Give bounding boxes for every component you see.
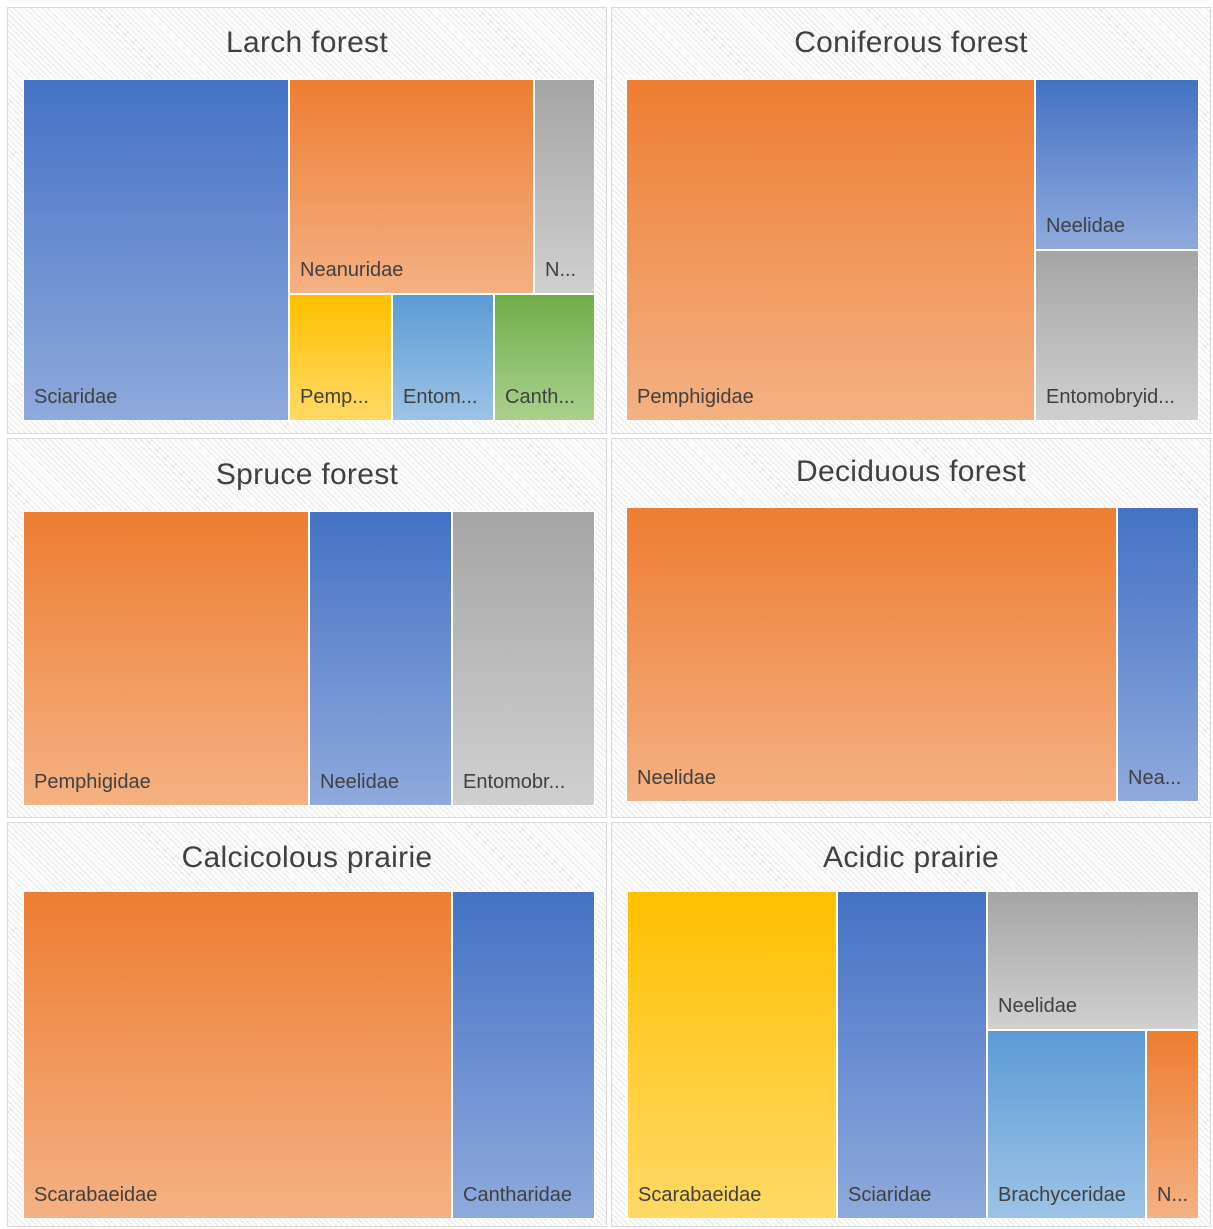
treemap-tile[interactable]: Sciaridae [23,79,289,421]
tile-label: Neanuridae [300,259,404,281]
tile-label: Pemp... [300,386,369,408]
chart-title: Acidic prairie [823,841,999,874]
chart-title: Spruce forest [215,458,399,491]
treemap-tile[interactable]: Neelidae [309,511,452,806]
tile-label: Brachyceridae [998,1184,1126,1206]
tile-label: N... [545,259,577,281]
tile-label: Sciaridae [848,1184,932,1206]
treemap-tile[interactable]: Scarabaeidae [627,891,837,1219]
tile-label: Entomobryid... [1046,386,1175,408]
treemap-tile[interactable]: Sciaridae [837,891,987,1219]
tile-label: Entomobr... [463,771,566,793]
treemap-tile[interactable]: Nea... [1117,507,1199,802]
tile-label: Neelidae [998,995,1077,1017]
chart-panel-coniferous-forest: Coniferous forest Pemphigidae Neelidae E… [611,7,1211,434]
treemap-tile[interactable]: Canth... [494,294,595,421]
treemap-tile[interactable]: Entom... [392,294,494,421]
tile-label: Scarabaeidae [638,1184,762,1206]
tile-label: Pemphigidae [637,386,754,408]
chart-panel-spruce-forest: Spruce forest Pemphigidae Neelidae Entom… [7,438,607,818]
treemap-tile[interactable]: Brachyceridae [987,1030,1146,1219]
treemap-tile[interactable]: Pemphigidae [626,79,1035,421]
tile-label: Pemphigidae [34,771,151,793]
treemap-tile[interactable]: N... [534,79,595,294]
chart-panel-deciduous-forest: Deciduous forest Neelidae Nea... [611,438,1211,818]
chart-panel-acidic-prairie: Acidic prairie Scarabaeidae Sciaridae Ne… [611,822,1211,1227]
treemap-tile[interactable]: Scarabaeidae [23,891,452,1219]
treemap-tile[interactable]: Neelidae [987,891,1199,1030]
chart-panel-larch-forest: Larch forest Sciaridae Neanuridae N... P… [7,7,607,434]
treemap-tile[interactable]: Entomobryid... [1035,250,1199,421]
tile-label: Neelidae [637,767,716,789]
tile-label: Canth... [505,386,576,408]
tile-label: Neelidae [320,771,399,793]
chart-panel-calcicolous-prairie: Calcicolous prairie Scarabaeidae Canthar… [7,822,607,1227]
tile-label: N... [1157,1184,1189,1206]
treemap-tile[interactable]: Neelidae [1035,79,1199,250]
tile-label: Sciaridae [34,386,118,408]
treemap-tile[interactable]: N... [1146,1030,1199,1219]
treemap-tile[interactable]: Cantharidae [452,891,595,1219]
chart-title: Coniferous forest [794,26,1028,59]
chart-title: Calcicolous prairie [181,841,433,874]
treemap-tile[interactable]: Neelidae [626,507,1117,802]
treemap-tile[interactable]: Neanuridae [289,79,534,294]
tile-label: Cantharidae [463,1184,572,1206]
treemap-tile[interactable]: Entomobr... [452,511,595,806]
chart-title: Larch forest [225,26,388,59]
treemap-tile[interactable]: Pemphigidae [23,511,309,806]
treemap-tile[interactable]: Pemp... [289,294,392,421]
tile-label: Neelidae [1046,215,1125,237]
tile-label: Scarabaeidae [34,1184,158,1206]
tile-label: Nea... [1128,767,1182,789]
tile-label: Entom... [403,386,478,408]
chart-title: Deciduous forest [796,455,1026,488]
